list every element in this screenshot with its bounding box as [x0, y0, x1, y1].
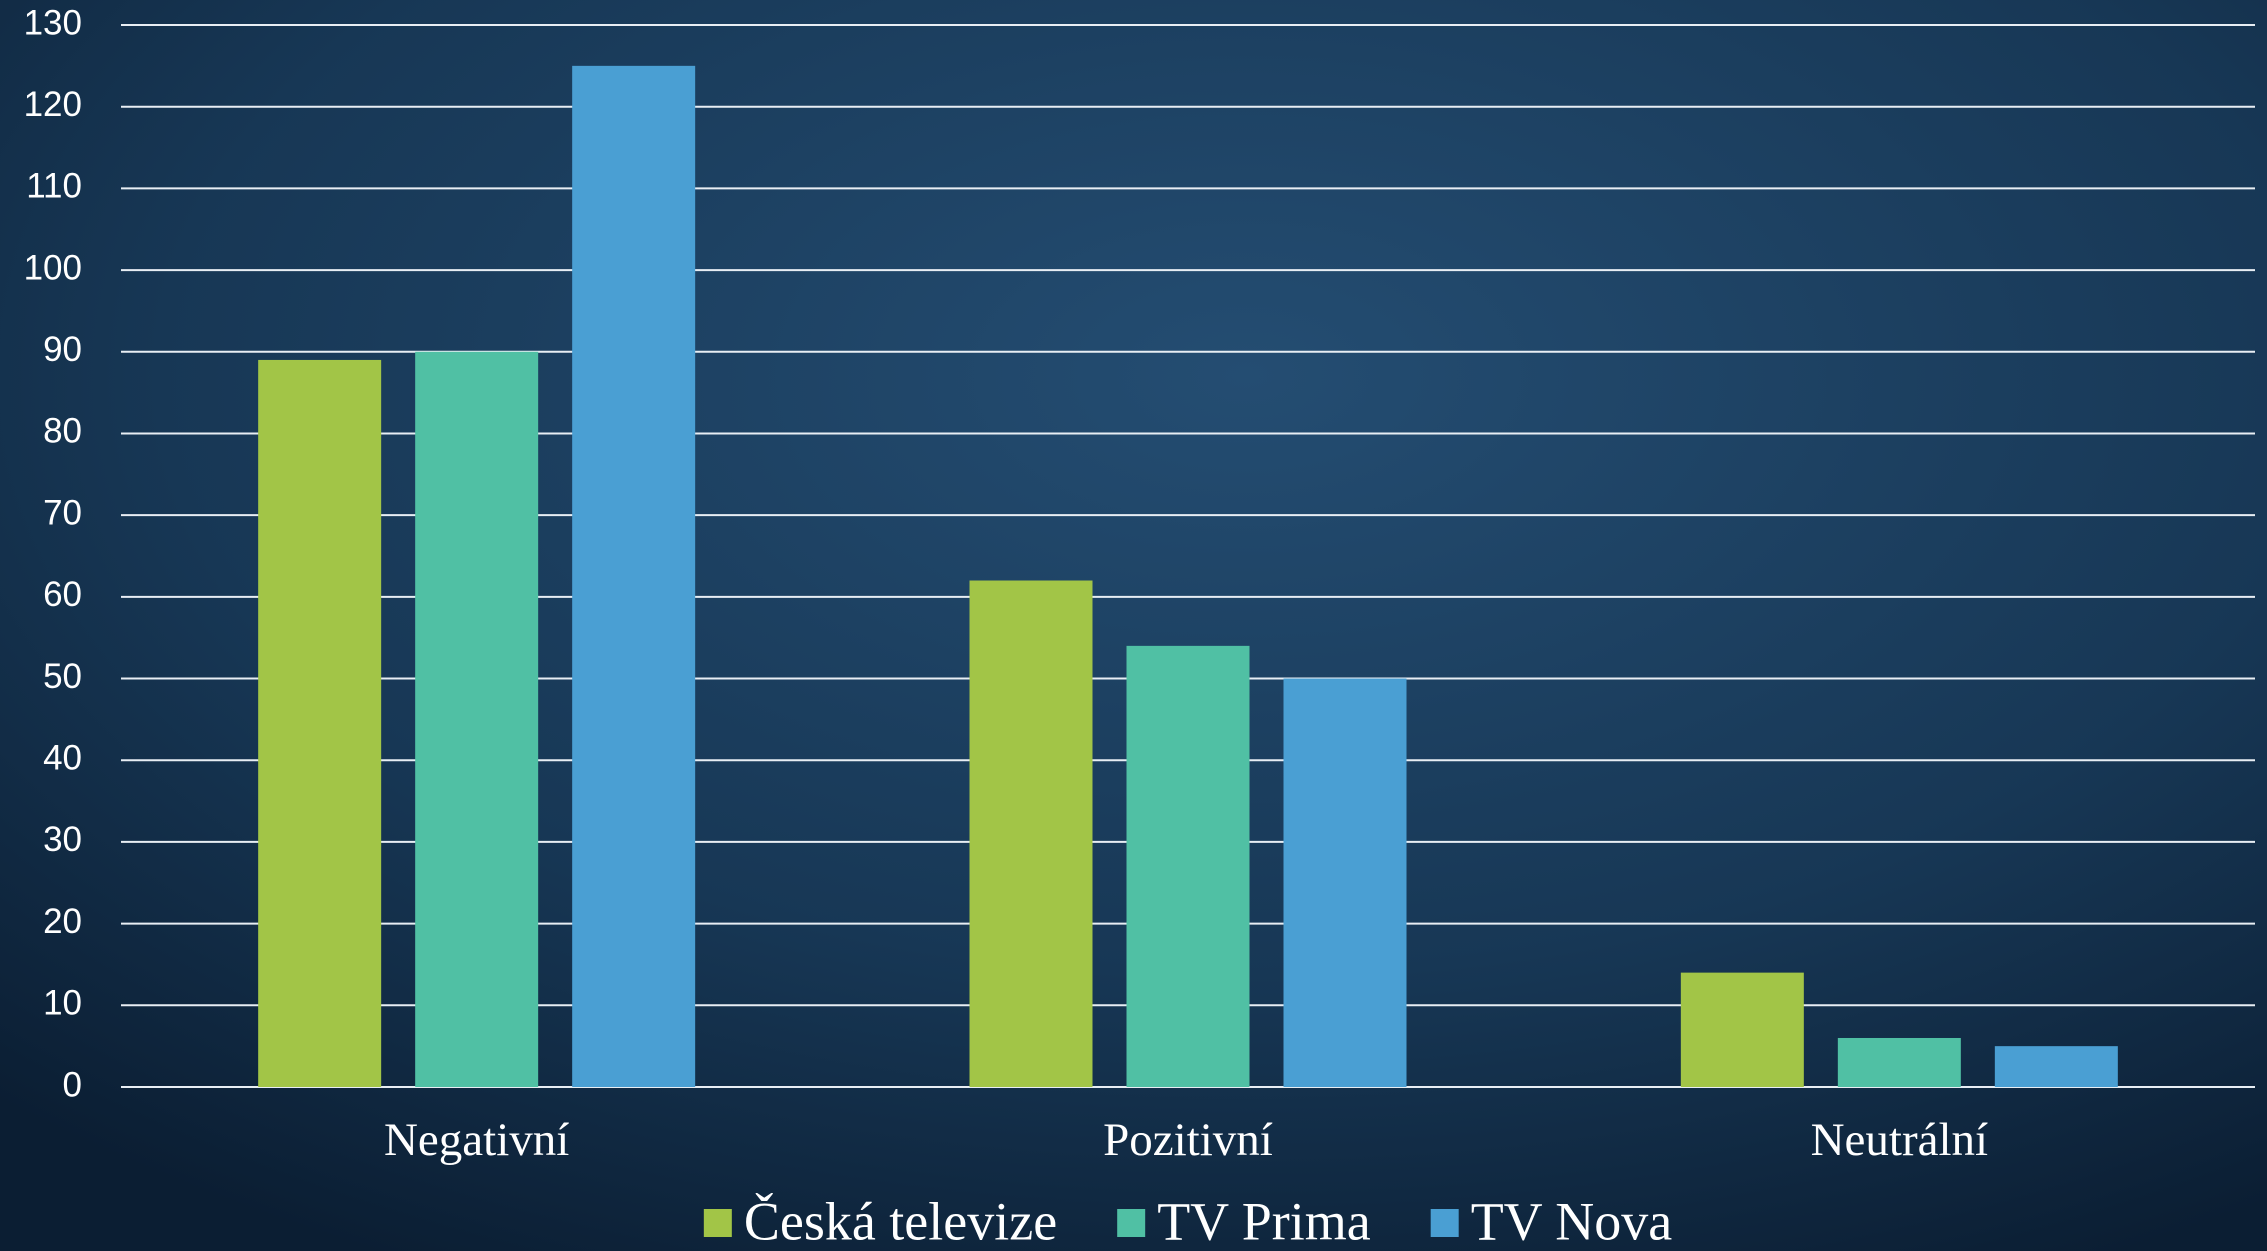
- y-tick-label: 0: [63, 1065, 82, 1104]
- y-tick-label: 110: [26, 167, 82, 206]
- y-tick-label: 70: [43, 493, 82, 532]
- legend-swatch: [1430, 1209, 1459, 1237]
- bar: [1994, 1046, 2118, 1087]
- legend-swatch: [1117, 1209, 1146, 1237]
- bar: [258, 359, 382, 1087]
- y-tick-label: 120: [24, 85, 82, 124]
- bar: [1680, 972, 1804, 1087]
- x-tick-label: Pozitivní: [1103, 1114, 1273, 1166]
- y-tick-label: 20: [43, 902, 82, 941]
- bar: [1126, 645, 1250, 1087]
- legend-label: Česká televize: [744, 1191, 1057, 1251]
- legend-swatch: [703, 1209, 732, 1237]
- y-tick-label: 50: [43, 657, 82, 696]
- bar: [1283, 678, 1407, 1087]
- y-tick-label: 90: [43, 330, 82, 369]
- y-tick-label: 40: [43, 738, 82, 777]
- legend-label: TV Prima: [1157, 1191, 1371, 1251]
- legend-label: TV Nova: [1471, 1191, 1673, 1251]
- bar: [969, 580, 1093, 1087]
- x-tick-label: Neutrální: [1811, 1114, 1989, 1166]
- y-tick-label: 60: [43, 575, 82, 614]
- y-tick-label: 10: [43, 984, 82, 1023]
- y-tick-label: 100: [24, 248, 82, 287]
- y-tick-label: 80: [43, 412, 82, 451]
- x-tick-label: Negativní: [384, 1114, 569, 1166]
- bar: [1837, 1037, 1961, 1087]
- y-tick-label: 130: [24, 3, 82, 42]
- bar: [415, 351, 539, 1087]
- bar: [572, 65, 696, 1088]
- y-tick-label: 30: [43, 820, 82, 859]
